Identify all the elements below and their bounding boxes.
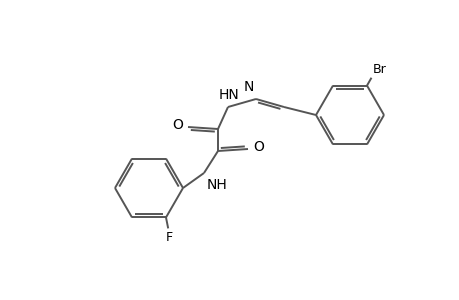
Text: F: F <box>165 231 172 244</box>
Text: Br: Br <box>372 63 386 76</box>
Text: NH: NH <box>207 178 227 192</box>
Text: HN: HN <box>218 88 239 102</box>
Text: O: O <box>172 118 183 132</box>
Text: O: O <box>252 140 263 154</box>
Text: N: N <box>243 80 253 94</box>
